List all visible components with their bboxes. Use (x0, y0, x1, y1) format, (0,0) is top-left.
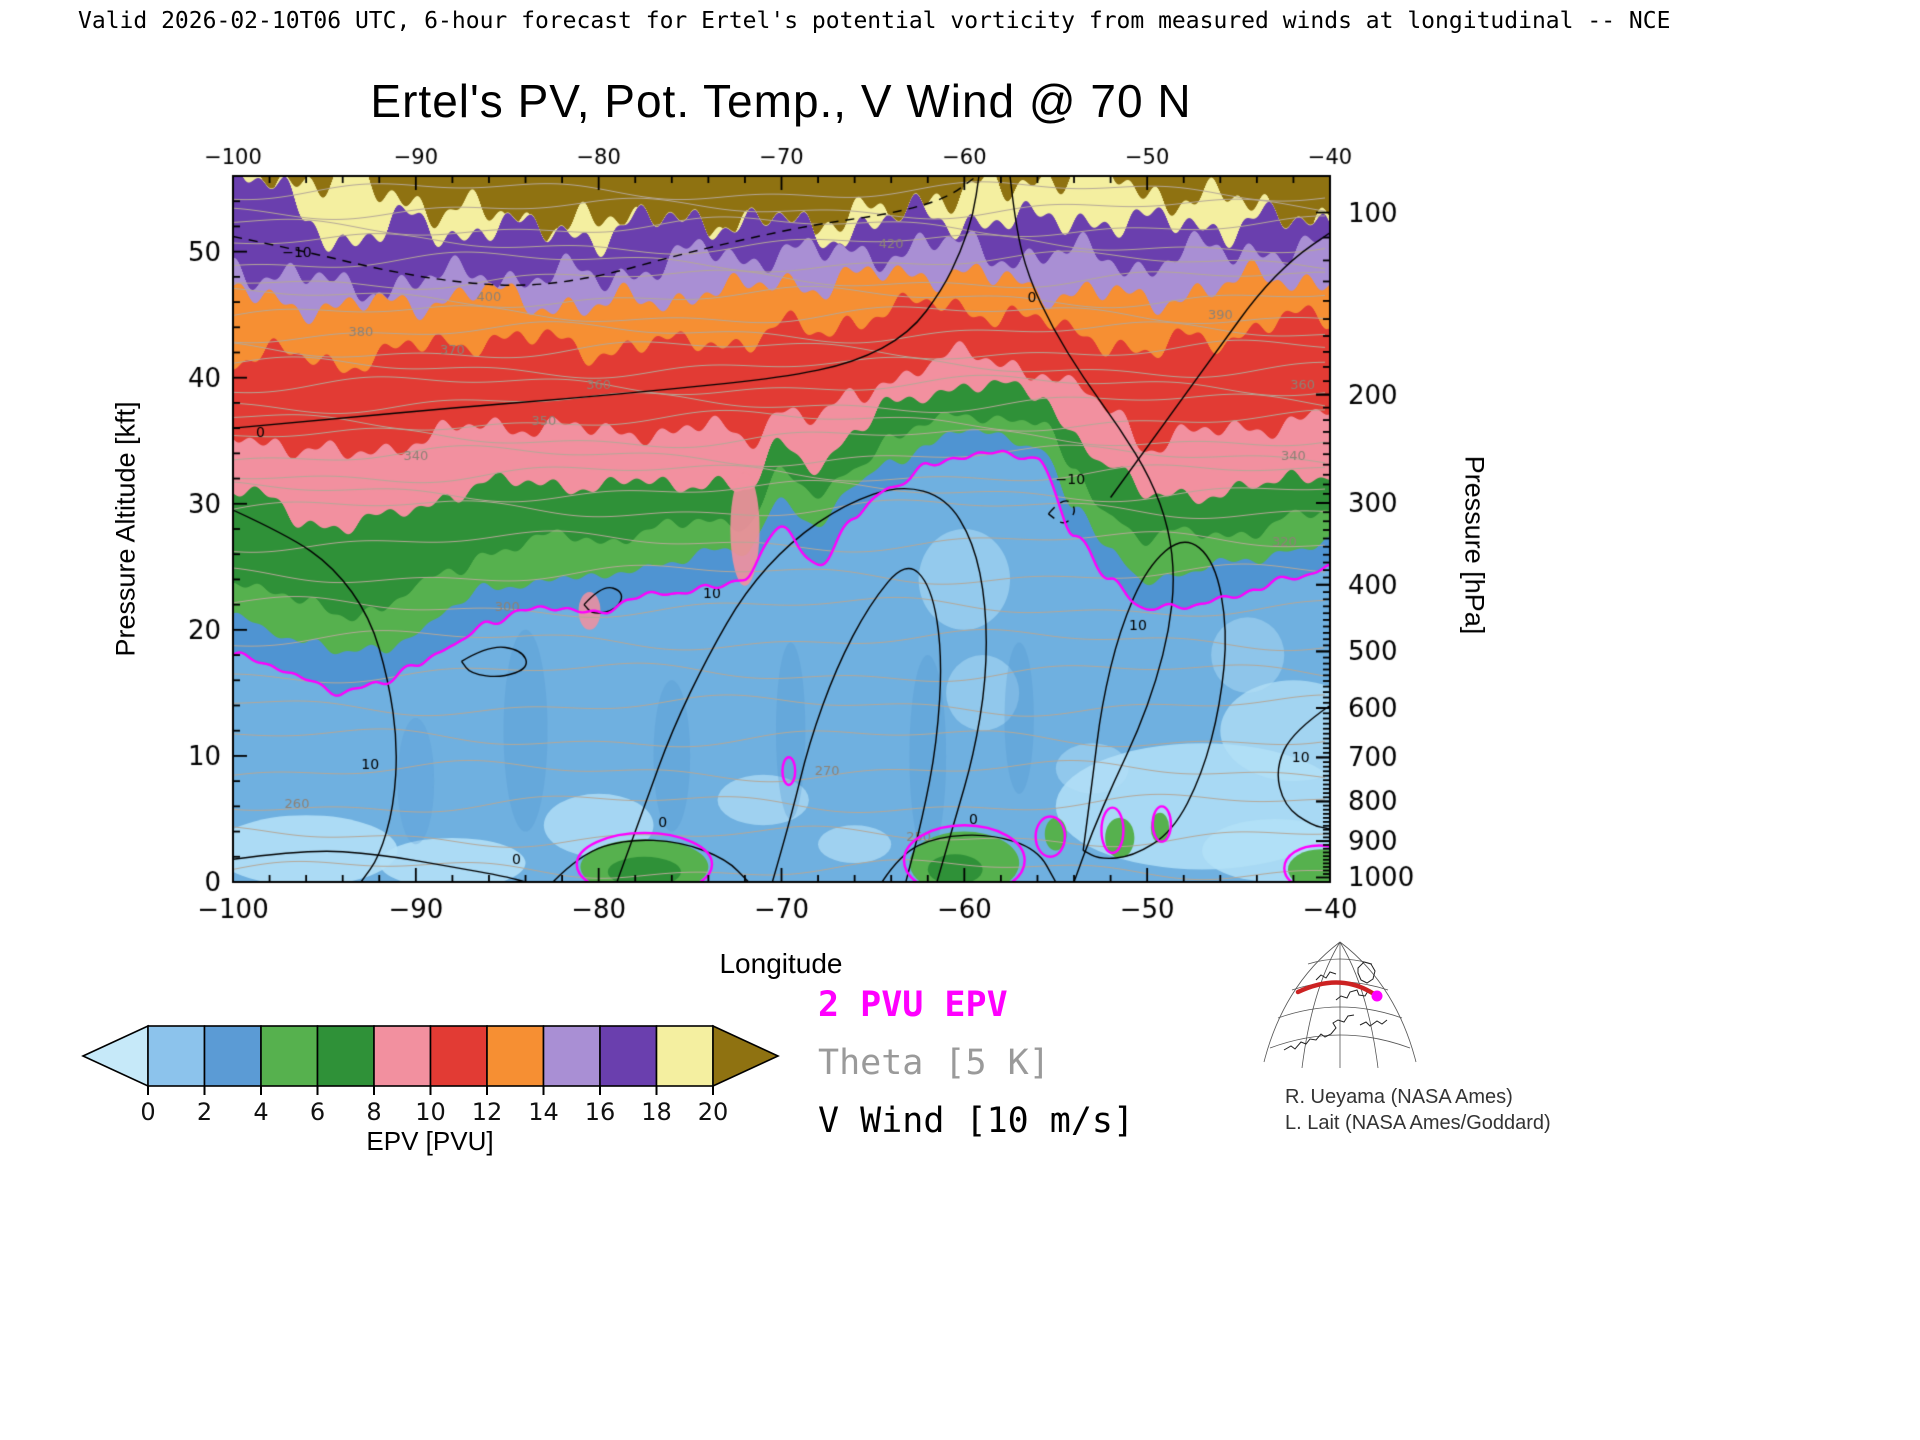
cross-section-point (1371, 990, 1383, 1002)
credit-line-2: L. Lait (NASA Ames/Goddard) (1285, 1112, 1551, 1134)
svg-text:0: 0 (140, 1098, 155, 1126)
svg-text:6: 6 (310, 1098, 325, 1126)
epv-colorbar: 0 2 4 6 8 10 12 14 16 18 20 (81, 1024, 780, 1126)
svg-text:4: 4 (253, 1098, 268, 1126)
y-left-axis-title: Pressure Altitude [kft] (110, 401, 141, 657)
cross-section-track (1295, 980, 1377, 997)
colorbar-label: EPV [PVU] (366, 1126, 494, 1156)
svg-text:20: 20 (698, 1098, 729, 1126)
legend-v-wind: V Wind [10 m/s] (818, 1101, 1135, 1141)
map-inset (1263, 941, 1417, 1069)
svg-text:14: 14 (528, 1098, 559, 1126)
svg-text:16: 16 (585, 1098, 616, 1126)
svg-text:12: 12 (472, 1098, 503, 1126)
legend-theta: Theta [5 K] (818, 1043, 1050, 1083)
y-right-axis-title: Pressure [hPa] (1459, 455, 1490, 635)
svg-text:18: 18 (641, 1098, 672, 1126)
legend-2pvu-epv: 2 PVU EPV (818, 985, 1008, 1025)
map-coastlines (1283, 961, 1388, 1051)
x-axis-title: Longitude (719, 948, 843, 979)
svg-text:10: 10 (415, 1098, 446, 1126)
map-graticule (1263, 941, 1417, 1069)
svg-text:2: 2 (197, 1098, 212, 1126)
svg-text:8: 8 (366, 1098, 381, 1126)
credit-line-1: R. Ueyama (NASA Ames) (1285, 1086, 1513, 1108)
